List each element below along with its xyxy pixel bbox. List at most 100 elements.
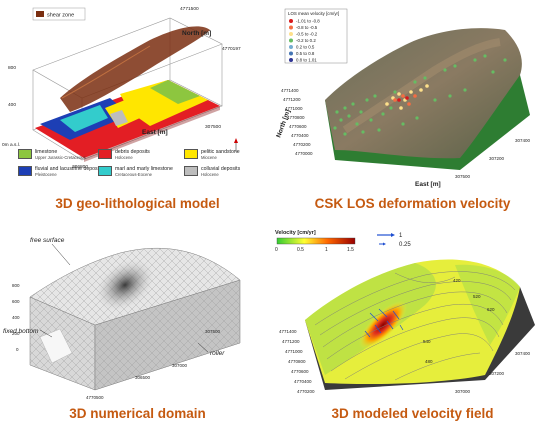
csk-east-tick: 307200 — [489, 156, 505, 161]
csk-north-tick: 4770400 — [291, 133, 309, 138]
terrain-surface — [325, 28, 522, 159]
csk-legend-box — [284, 8, 348, 64]
csk-legend-dot — [289, 45, 293, 49]
geo-coord-north-top: 4771500 — [180, 6, 199, 12]
geo-elev-800: 800 — [8, 65, 16, 71]
colorbar-title: Velocity [cm/yr] — [275, 230, 316, 236]
fixed-bottom-label: fixed bottom — [3, 328, 39, 335]
coord-tick: 307500 — [205, 329, 221, 334]
north-tick: 4771000 — [285, 349, 303, 354]
coord-tick: 306500 — [135, 375, 151, 380]
legend-swatch — [18, 149, 32, 159]
csk-los-panel: LOS mean velocity [cm/yr] -1.01 to -0.8 … — [275, 0, 550, 220]
numerical-caption: 3D numerical domain — [69, 406, 206, 421]
colorbar-tick: 0 — [275, 247, 278, 253]
colorbar-tick: 0.5 — [297, 247, 304, 253]
legend-item: limestone Upper Jurassic-Cretaceous — [18, 149, 86, 161]
geo-model-figure: shear zone North [m] East [m] 4771500 47… — [2, 6, 241, 170]
contour-labels: 420 520 620 540 480 — [423, 278, 495, 364]
arrow-scale-label: 1 — [399, 233, 403, 239]
ps-points-red — [397, 96, 409, 102]
landslide-mesh-zone — [95, 259, 155, 311]
geo-north-label: North [m] — [182, 30, 211, 37]
csk-legend-range: -0.5 to -0.2 — [296, 32, 318, 37]
csk-legend: -1.01 to -0.8 -0.8 to -0.5 -0.5 to -0.2 … — [289, 19, 320, 63]
csk-legend-range: 0.2 to 0.5 — [296, 45, 315, 50]
geo-east-label: East [m] — [142, 129, 168, 136]
shear-zone-body — [60, 26, 210, 112]
contour-label: 480 — [425, 359, 433, 364]
arrow-scale-025-icon — [383, 242, 386, 246]
csk-east-tick: 307400 — [515, 138, 531, 143]
velocity-colorbar — [276, 237, 356, 245]
csk-legend-dot — [289, 32, 293, 36]
elev-tick: 800 — [12, 283, 20, 288]
velocity-caption: 3D modeled velocity field — [331, 406, 494, 421]
csk-north-tick: 4771000 — [285, 106, 303, 111]
coord-tick: 4770500 — [86, 395, 104, 400]
north-tick: 4771400 — [279, 329, 297, 334]
csk-legend-dot — [289, 58, 293, 62]
velocity-east-ticks: 307000 307200 307400 — [455, 351, 531, 394]
geo-coord-north-bottom: 4770197 — [222, 46, 241, 52]
legend-item: pelitic sandstone Miocene — [184, 149, 240, 161]
legend-item: colluvial deposits Holocene — [184, 166, 240, 178]
north-tick: 4770800 — [288, 359, 306, 364]
colorbar-tick: 1.5 — [347, 247, 354, 253]
velocity-vectors — [364, 308, 404, 338]
arrow-scale-label: 0.25 — [399, 242, 411, 248]
east-tick: 307000 — [455, 389, 471, 394]
csk-legend-range: 0.5 to 0.8 — [296, 51, 315, 56]
csk-legend-dot — [289, 19, 293, 23]
contour-label: 420 — [453, 278, 461, 283]
csk-east-ticks: 307500 307200 307400 — [455, 138, 531, 179]
contour-label: 620 — [487, 307, 495, 312]
csk-north-ticks: 4771400 4771200 4771000 4770800 4770600 … — [281, 88, 313, 156]
ps-points-yellow — [385, 84, 429, 110]
csk-los-figure: LOS mean velocity [cm/yr] -1.01 to -0.8 … — [275, 8, 531, 188]
geo-lithology-surface — [35, 80, 220, 162]
csk-legend-range: -0.8 to -0.5 — [296, 25, 318, 30]
shear-zone-swatch — [36, 11, 44, 17]
numerical-coord-ticks: 4770500 306500 307000 307500 — [86, 329, 221, 400]
csk-north-tick: 4770800 — [287, 115, 305, 120]
csk-caption: CSK LOS deformation velocity — [314, 196, 511, 211]
geo-coord-east-right: 307500 — [205, 124, 221, 130]
elev-tick: 200 — [12, 331, 20, 336]
geo-lithological-panel: shear zone North [m] East [m] 4771500 47… — [0, 0, 275, 220]
shear-zone-label: shear zone — [47, 13, 74, 19]
elev-tick: 400 — [12, 315, 20, 320]
geo-coord-east-left: 306800 — [72, 164, 88, 170]
colorbar-tick: 1 — [325, 247, 328, 253]
geo-elev-400: 400 — [8, 102, 16, 108]
colorbar-ticks: 0 0.5 1 1.5 — [275, 247, 354, 253]
north-tick: 4771200 — [282, 339, 300, 344]
vector-scale-legend: 1 0.25 — [377, 233, 411, 248]
compass-icon — [234, 138, 238, 152]
contour-label: 540 — [423, 339, 431, 344]
csk-north-tick: 4770200 — [293, 142, 311, 147]
legend-item: fluvial and lacustrine deposits Pleistoce… — [18, 166, 103, 178]
geo-caption: 3D geo-lithological model — [55, 196, 220, 211]
contour-lines — [314, 271, 516, 381]
east-tick: 307400 — [515, 351, 531, 356]
csk-north-tick: 4771400 — [281, 88, 299, 93]
legend-swatch — [184, 149, 198, 159]
north-tick: 4770400 — [294, 379, 312, 384]
east-tick: 307200 — [489, 371, 505, 376]
velocity-north-ticks: 4771400 4771200 4771000 4770800 4770600 … — [279, 329, 315, 394]
csk-legend-dot — [289, 51, 293, 56]
csk-legend-range: -0.2 to 0.2 — [296, 38, 316, 43]
geo-elev-0: 0m a.s.l. — [2, 142, 20, 148]
ps-points-orange — [393, 94, 417, 106]
numerical-domain-panel: free surface fixed bottom roller 800 600… — [0, 225, 275, 432]
csk-north-tick: 4771200 — [283, 97, 301, 102]
roller-label: roller — [210, 350, 225, 357]
csk-east-label: East [m] — [415, 181, 441, 188]
north-tick: 4770200 — [297, 389, 315, 394]
max-velocity-zone — [358, 300, 408, 350]
contour-label: 520 — [473, 294, 481, 299]
csk-north-tick: 4770000 — [295, 151, 313, 156]
csk-legend-range: -1.01 to -0.8 — [296, 19, 320, 24]
north-tick: 4770600 — [291, 369, 309, 374]
